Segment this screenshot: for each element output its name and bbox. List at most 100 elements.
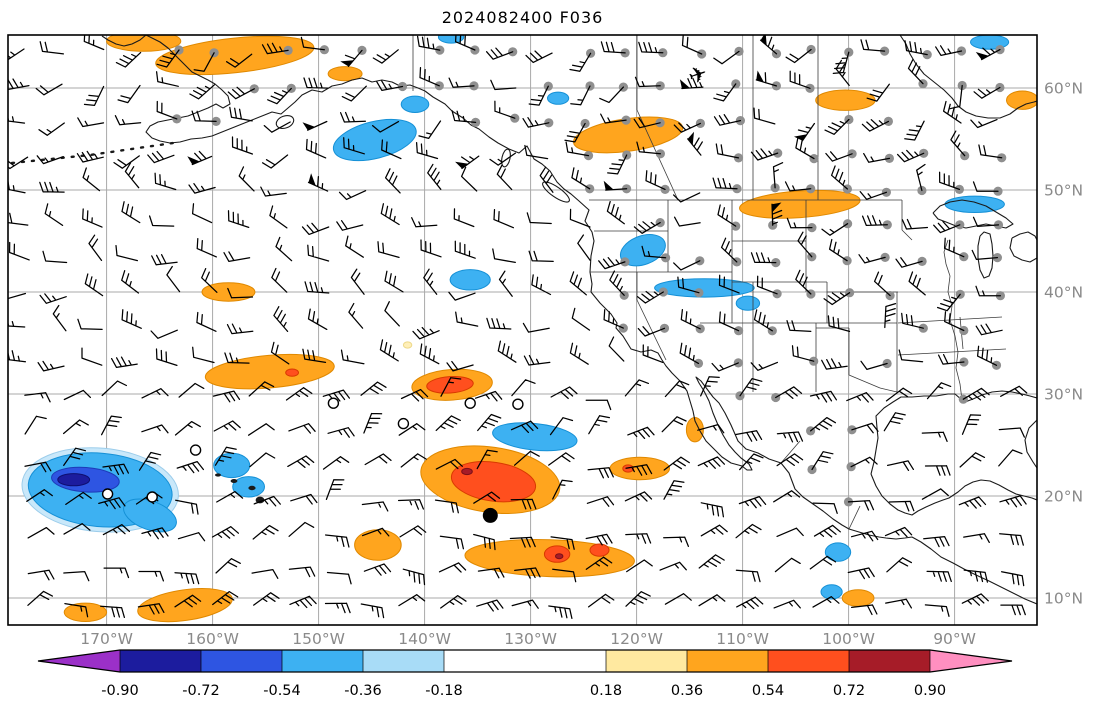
wind-barb bbox=[193, 52, 215, 72]
wind-barb bbox=[664, 593, 692, 605]
y-tick-label: 50°N bbox=[1044, 182, 1083, 200]
wind-barb bbox=[522, 322, 550, 333]
wind-barb bbox=[76, 150, 104, 163]
anomaly-warm-small-144w bbox=[354, 529, 402, 561]
wind-barb bbox=[600, 113, 627, 124]
wind-barb bbox=[115, 244, 139, 262]
y-tick-label: 20°N bbox=[1044, 488, 1083, 506]
wind-barb bbox=[549, 417, 574, 436]
anomaly-warm-23n-small bbox=[609, 456, 670, 481]
wind-barb bbox=[227, 210, 250, 229]
wind-barb bbox=[812, 596, 840, 608]
wind-barb bbox=[926, 570, 952, 583]
wind-barb bbox=[863, 152, 891, 163]
wind-barb bbox=[858, 254, 886, 264]
wind-barb bbox=[795, 269, 812, 295]
wind-barb bbox=[526, 212, 552, 225]
wind-barb bbox=[376, 80, 404, 92]
wind-barb bbox=[455, 311, 479, 327]
wind-barb bbox=[260, 186, 287, 197]
island bbox=[215, 473, 221, 477]
wind-barb bbox=[587, 467, 614, 479]
wind-barb bbox=[371, 120, 400, 133]
anomaly-cold-gulf-of-alaska-ne bbox=[400, 95, 430, 114]
wind-barb bbox=[360, 381, 387, 396]
wind-barb bbox=[599, 86, 625, 104]
wind-barb bbox=[303, 77, 329, 89]
wind-barb bbox=[473, 491, 501, 504]
wind-barb bbox=[866, 83, 890, 102]
wind-barb bbox=[8, 241, 30, 261]
wind-barb bbox=[884, 302, 897, 329]
wind-barb bbox=[285, 387, 313, 401]
wind-barb bbox=[398, 594, 426, 607]
barb-pennant bbox=[603, 180, 614, 191]
wind-barb bbox=[26, 489, 53, 502]
wind-barb bbox=[1000, 604, 1026, 616]
wind-barb bbox=[637, 326, 666, 337]
wind-barb bbox=[739, 453, 764, 471]
wind-barb bbox=[419, 66, 440, 87]
wind-barb bbox=[963, 569, 989, 583]
wind-barb bbox=[290, 493, 318, 505]
wind-barb bbox=[661, 416, 687, 433]
wind-barb bbox=[860, 360, 888, 371]
wind-barb bbox=[791, 345, 815, 362]
anomaly-cold-top-140w bbox=[437, 35, 465, 44]
wind-barb bbox=[607, 154, 628, 175]
wind-barb bbox=[175, 499, 199, 515]
wind-barb bbox=[999, 495, 1027, 508]
wind-barb bbox=[83, 35, 105, 51]
wind-barb bbox=[697, 423, 725, 434]
wind-barb bbox=[901, 218, 929, 230]
wind-barb bbox=[577, 234, 591, 261]
colorbar-segment bbox=[363, 650, 444, 672]
wind-barb bbox=[8, 115, 26, 124]
wind-barb bbox=[975, 285, 1002, 297]
wind-barb bbox=[531, 274, 552, 296]
wind-barb bbox=[377, 241, 400, 259]
wind-barb bbox=[624, 491, 653, 502]
wind-barb bbox=[261, 42, 289, 55]
wind-barb bbox=[363, 563, 392, 576]
wind-barb bbox=[477, 567, 505, 579]
wind-barb bbox=[962, 387, 990, 401]
anomaly-warm-subtrop-band-west bbox=[204, 353, 335, 390]
calm-wind-circle bbox=[397, 417, 410, 430]
wind-barb bbox=[289, 595, 317, 609]
wind-barb bbox=[926, 382, 952, 400]
wind-barb bbox=[850, 604, 878, 616]
wind-barb bbox=[498, 270, 513, 297]
wind-barb bbox=[225, 53, 253, 68]
colorbar-segment bbox=[606, 650, 687, 672]
wind-barb bbox=[267, 87, 292, 105]
wind-barb bbox=[809, 555, 837, 570]
wind-barb bbox=[24, 415, 47, 435]
wind-barb bbox=[883, 412, 906, 432]
wind-barb bbox=[921, 488, 949, 500]
wind-barb bbox=[147, 150, 175, 164]
wind-barb bbox=[571, 307, 591, 331]
wind-barb bbox=[698, 554, 725, 569]
x-tick-label: 90°W bbox=[933, 630, 976, 648]
wind-barb bbox=[434, 499, 459, 514]
wind-barb bbox=[861, 215, 888, 227]
wind-barb bbox=[336, 220, 364, 231]
wind-barb bbox=[189, 84, 216, 100]
x-tick-label: 130°W bbox=[504, 630, 557, 648]
wind-barb bbox=[98, 497, 126, 510]
wind-barb bbox=[248, 381, 275, 397]
wind-barb bbox=[681, 77, 704, 90]
wind-barb bbox=[423, 268, 438, 295]
wind-barb bbox=[397, 499, 425, 510]
wind-barb bbox=[585, 533, 613, 546]
wind-barb bbox=[84, 273, 104, 297]
wind-barb bbox=[998, 427, 1026, 438]
map-frame bbox=[7, 34, 1038, 626]
wind-barb bbox=[288, 521, 315, 537]
wind-barb bbox=[825, 151, 853, 162]
wind-barb bbox=[350, 268, 365, 295]
wind-barb bbox=[138, 570, 165, 582]
wind-barb bbox=[896, 149, 925, 163]
